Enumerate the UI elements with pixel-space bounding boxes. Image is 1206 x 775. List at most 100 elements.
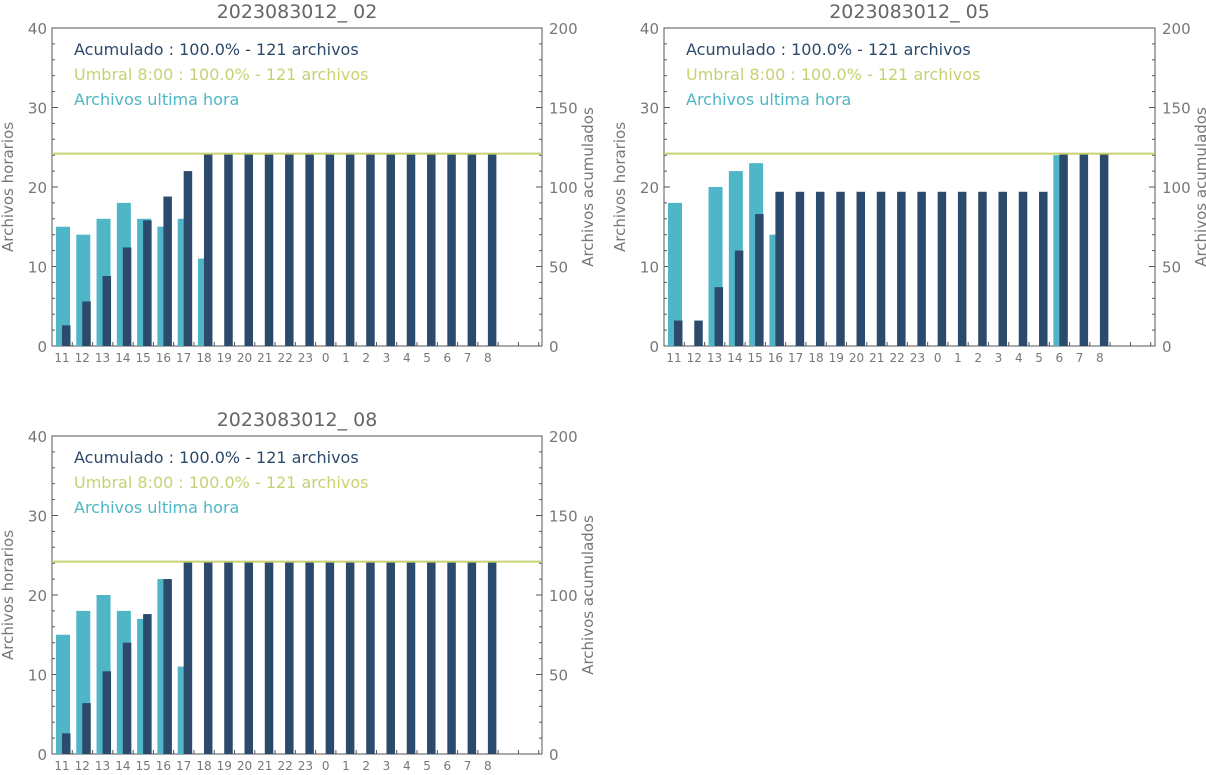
x-tick-label: 5 bbox=[423, 759, 431, 771]
cumulative-bar bbox=[82, 301, 91, 346]
x-tick-label: 5 bbox=[1035, 351, 1043, 365]
cumulative-bar bbox=[1059, 153, 1068, 346]
x-tick-label: 12 bbox=[75, 759, 90, 771]
cumulative-bar bbox=[62, 325, 71, 346]
cumulative-bar bbox=[876, 191, 886, 346]
y-left-tick-label: 30 bbox=[28, 508, 47, 526]
x-tick-label: 21 bbox=[869, 351, 884, 365]
cumulative-bar bbox=[62, 733, 71, 754]
y-left-tick-label: 40 bbox=[28, 20, 47, 38]
cumulative-bar bbox=[978, 191, 987, 346]
chart-title: 2023083012_ 02 bbox=[217, 1, 378, 23]
x-tick-label: 7 bbox=[1076, 351, 1084, 365]
cumulative-bar bbox=[183, 561, 193, 754]
cumulative-bar bbox=[285, 153, 294, 346]
y-right-tick-label: 50 bbox=[549, 259, 568, 277]
y-right-axis-label: Archivos acumulados bbox=[579, 107, 597, 267]
cumulative-bar bbox=[122, 247, 132, 346]
x-tick-label: 2 bbox=[974, 351, 982, 365]
chart-title: 2023083012_ 05 bbox=[829, 1, 990, 23]
x-tick-label: 1 bbox=[342, 759, 350, 771]
y-right-tick-label: 150 bbox=[549, 508, 578, 526]
chart-panel-2: 2023083012_ 05010203040050100150200Archi… bbox=[611, 1, 1206, 365]
y-left-tick-label: 20 bbox=[640, 179, 659, 197]
legend-entry: Umbral 8:00 : 100.0% - 121 archivos bbox=[74, 65, 368, 84]
x-tick-label: 14 bbox=[115, 759, 130, 771]
y-left-axis-label: Archivos horarios bbox=[0, 530, 17, 660]
cumulative-bar bbox=[447, 153, 456, 346]
chart-title: 2023083012_ 08 bbox=[217, 409, 378, 431]
x-tick-label: 11 bbox=[666, 351, 681, 365]
cumulative-bar bbox=[1039, 191, 1048, 346]
y-left-tick-label: 0 bbox=[37, 746, 47, 764]
x-tick-label: 23 bbox=[910, 351, 925, 365]
y-left-axis-label: Archivos horarios bbox=[611, 122, 629, 252]
cumulative-bar bbox=[1018, 191, 1028, 346]
x-tick-label: 3 bbox=[995, 351, 1003, 365]
cumulative-bar bbox=[795, 191, 805, 346]
x-tick-label: 8 bbox=[484, 759, 492, 771]
cumulative-bar bbox=[467, 153, 477, 346]
x-tick-label: 7 bbox=[464, 351, 472, 365]
y-left-tick-label: 20 bbox=[28, 587, 47, 605]
x-tick-label: 20 bbox=[849, 351, 864, 365]
x-tick-label: 20 bbox=[237, 759, 252, 771]
y-left-axis-label: Archivos horarios bbox=[0, 122, 17, 252]
x-tick-label: 16 bbox=[156, 759, 171, 771]
x-tick-label: 3 bbox=[383, 351, 391, 365]
cumulative-bar bbox=[856, 191, 866, 346]
y-right-tick-label: 50 bbox=[549, 667, 568, 685]
x-tick-label: 18 bbox=[808, 351, 823, 365]
x-tick-label: 13 bbox=[707, 351, 722, 365]
cumulative-bar bbox=[487, 153, 497, 346]
y-left-tick-label: 40 bbox=[28, 428, 47, 446]
y-right-tick-label: 150 bbox=[1162, 100, 1191, 118]
y-right-axis-label: Archivos acumulados bbox=[579, 515, 597, 675]
x-tick-label: 1 bbox=[954, 351, 962, 365]
legend-entry: Acumulado : 100.0% - 121 archivos bbox=[74, 448, 359, 467]
x-tick-label: 20 bbox=[237, 351, 252, 365]
x-tick-label: 14 bbox=[727, 351, 742, 365]
y-right-tick-label: 200 bbox=[1162, 20, 1191, 38]
y-right-tick-label: 100 bbox=[1162, 179, 1191, 197]
x-tick-label: 13 bbox=[95, 351, 110, 365]
y-right-tick-label: 50 bbox=[1162, 259, 1181, 277]
cumulative-bar bbox=[203, 561, 213, 754]
cumulative-bar bbox=[694, 320, 703, 346]
y-right-tick-label: 0 bbox=[1162, 338, 1172, 356]
y-left-tick-label: 10 bbox=[28, 667, 47, 685]
x-tick-label: 21 bbox=[257, 351, 272, 365]
cumulative-bar bbox=[102, 276, 112, 346]
x-tick-label: 2 bbox=[362, 759, 370, 771]
y-left-tick-label: 10 bbox=[640, 259, 659, 277]
legend-entry: Archivos ultima hora bbox=[74, 498, 239, 517]
x-tick-label: 11 bbox=[54, 351, 69, 365]
x-tick-label: 21 bbox=[257, 759, 272, 771]
x-tick-label: 22 bbox=[889, 351, 904, 365]
hourly-bar bbox=[56, 634, 70, 754]
x-tick-label: 6 bbox=[443, 759, 451, 771]
cumulative-bar bbox=[163, 196, 172, 346]
x-tick-label: 17 bbox=[788, 351, 803, 365]
cumulative-bar bbox=[917, 191, 926, 346]
cumulative-bar bbox=[325, 561, 335, 754]
y-right-tick-label: 0 bbox=[549, 746, 559, 764]
x-tick-label: 5 bbox=[423, 351, 431, 365]
cumulative-bar bbox=[102, 671, 112, 754]
cumulative-bar bbox=[734, 250, 744, 346]
cumulative-bar bbox=[674, 320, 683, 346]
x-tick-label: 6 bbox=[1055, 351, 1063, 365]
x-tick-label: 11 bbox=[54, 759, 69, 771]
chart-panel-1: 2023083012_ 02010203040050100150200Archi… bbox=[0, 1, 597, 365]
cumulative-bar bbox=[345, 153, 355, 346]
hourly-bar bbox=[668, 202, 682, 346]
cumulative-bar bbox=[447, 561, 456, 754]
cumulative-bar bbox=[143, 614, 152, 754]
x-tick-label: 1 bbox=[342, 351, 350, 365]
cumulative-bar bbox=[183, 171, 193, 346]
x-tick-label: 0 bbox=[322, 351, 330, 365]
x-tick-label: 15 bbox=[747, 351, 762, 365]
cumulative-bar bbox=[163, 579, 172, 754]
x-tick-label: 23 bbox=[298, 351, 313, 365]
x-tick-label: 15 bbox=[135, 351, 150, 365]
